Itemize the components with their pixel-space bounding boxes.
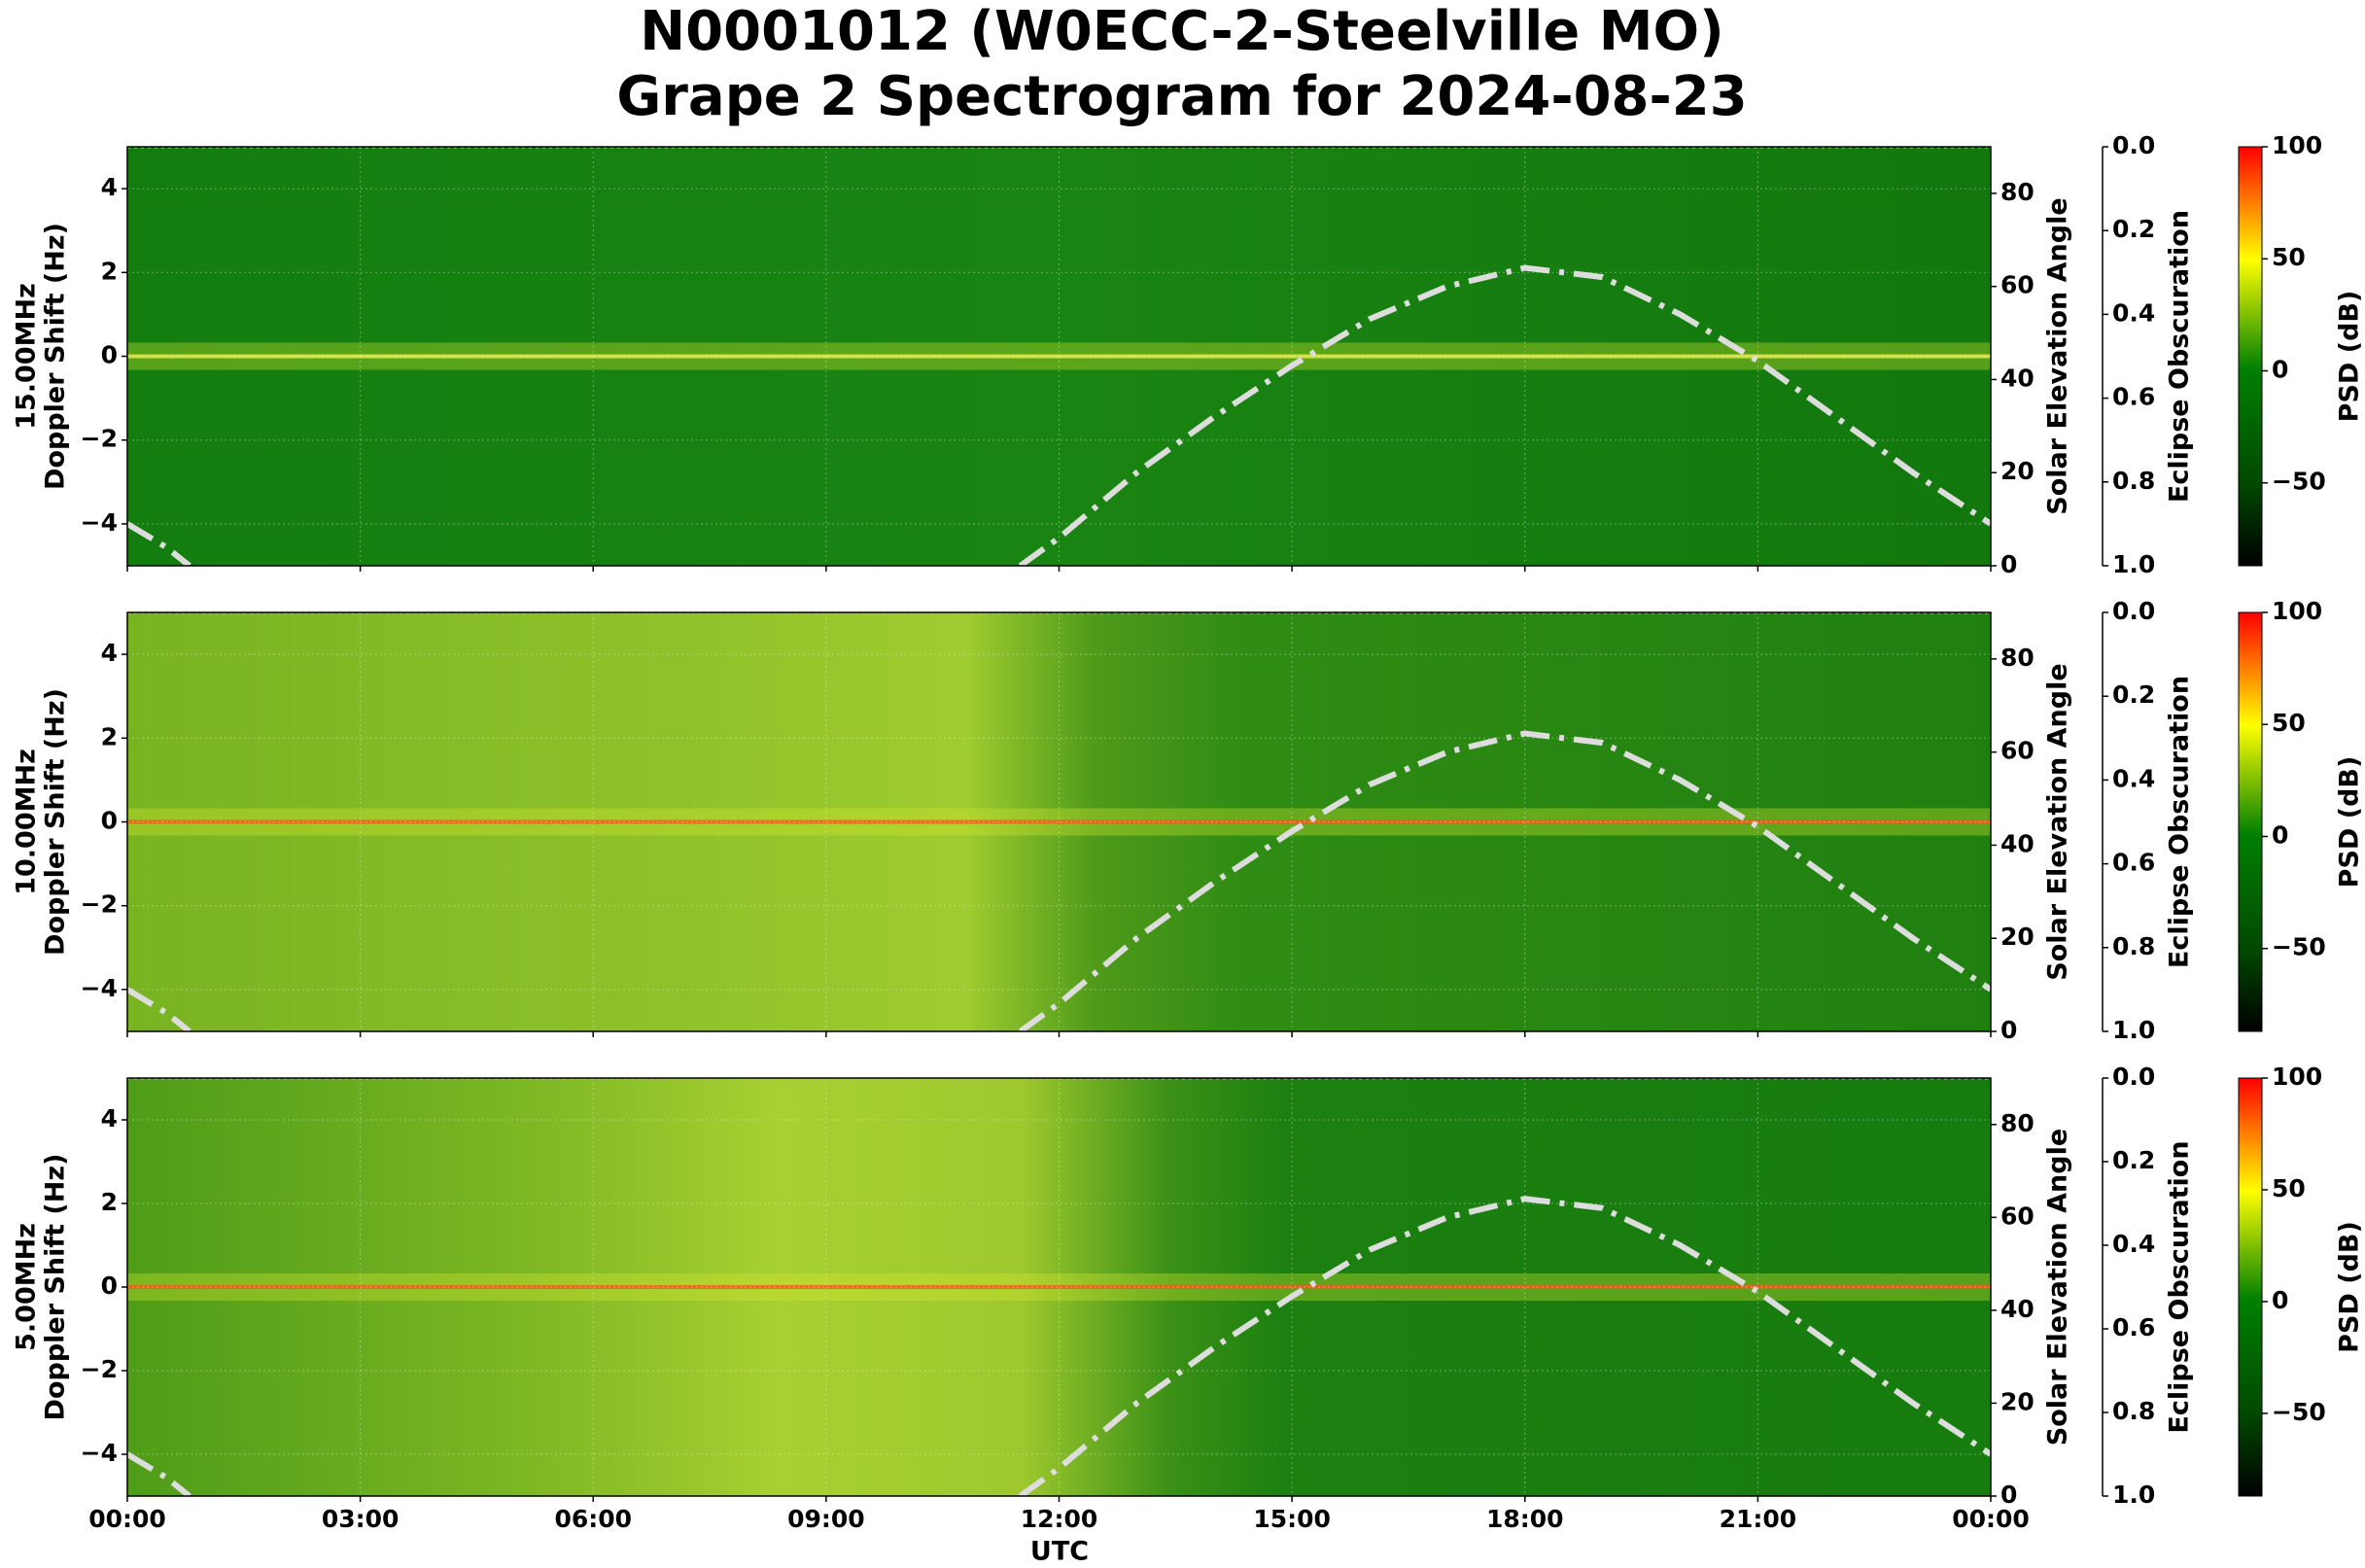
y2-axis-label: Solar Elevation Angle — [2043, 1129, 2073, 1446]
y-tick-label: 4 — [101, 639, 118, 667]
x-tick-label: 03:00 — [322, 1505, 400, 1533]
carrier-line — [127, 819, 1991, 824]
y-tick-label: 4 — [101, 173, 118, 201]
y2-axis-label: Solar Elevation Angle — [2043, 197, 2073, 514]
y3-tick-label: 0.0 — [2112, 597, 2155, 625]
x-tick-label: 00:00 — [1952, 1505, 2030, 1533]
y2-tick-label: 20 — [2000, 923, 2035, 951]
colorbar-tick-label: −50 — [2272, 468, 2326, 496]
y2-tick-label: 40 — [2000, 829, 2035, 857]
y3-tick-label: 0.6 — [2112, 383, 2155, 411]
colorbar-tick-label: −50 — [2272, 933, 2326, 961]
y3-tick-label: 0.2 — [2112, 1146, 2155, 1174]
y-tick-label: 2 — [101, 257, 118, 285]
y3-tick-label: 0.8 — [2112, 932, 2155, 960]
colorbar — [2238, 611, 2263, 1032]
y3-tick-label: 0.4 — [2112, 1230, 2155, 1258]
colorbar-tick-label: 100 — [2272, 131, 2322, 159]
y3-axis-label: Eclipse Obscuration — [2165, 1140, 2195, 1433]
x-tick-label: 18:00 — [1486, 1505, 1564, 1533]
y2-tick-label: 60 — [2000, 737, 2035, 765]
chart-title: N0001012 (W0ECC-2-Steelville MO) — [640, 0, 1723, 63]
colorbar-label: PSD (dB) — [2335, 291, 2365, 423]
x-tick-label: 09:00 — [787, 1505, 865, 1533]
y3-tick-label: 1.0 — [2112, 550, 2155, 578]
y2-tick-label: 0 — [2000, 1481, 2017, 1509]
y-tick-label: 0 — [101, 341, 118, 369]
y3-tick-label: 1.0 — [2112, 1016, 2155, 1044]
colorbar-tick-label: 0 — [2272, 355, 2288, 383]
x-tick-label: 00:00 — [88, 1505, 166, 1533]
y2-tick-label: 80 — [2000, 178, 2035, 206]
colorbar-tick-label: 50 — [2272, 1174, 2306, 1202]
y2-axis-label: Solar Elevation Angle — [2043, 663, 2073, 980]
y-axis-label: Doppler Shift (Hz) — [41, 1154, 71, 1421]
y-tick-label: −4 — [81, 974, 118, 1002]
y3-tick-label: 0.4 — [2112, 764, 2155, 792]
y3-tick-label: 0.8 — [2112, 1397, 2155, 1425]
y-tick-label: −2 — [81, 890, 118, 919]
y-tick-label: 4 — [101, 1104, 118, 1132]
y2-tick-label: 40 — [2000, 364, 2035, 392]
colorbar — [2238, 1077, 2263, 1497]
y2-tick-label: 0 — [2000, 1016, 2017, 1044]
y3-tick-label: 0.8 — [2112, 467, 2155, 495]
colorbar-tick-label: 50 — [2272, 243, 2306, 271]
y3-tick-label: 1.0 — [2112, 1481, 2155, 1509]
y3-axis-label: Eclipse Obscuration — [2165, 676, 2195, 968]
y3-axis-label: Eclipse Obscuration — [2165, 210, 2195, 503]
y3-tick-label: 0.0 — [2112, 131, 2155, 159]
y2-tick-label: 60 — [2000, 1202, 2035, 1230]
y2-tick-label: 20 — [2000, 457, 2035, 485]
colorbar-label: PSD (dB) — [2335, 756, 2365, 889]
y-tick-label: 2 — [101, 722, 118, 750]
y-axis-label: Doppler Shift (Hz) — [41, 688, 71, 956]
y2-tick-label: 20 — [2000, 1387, 2035, 1415]
y-axis-label: Doppler Shift (Hz) — [41, 223, 71, 490]
y3-tick-label: 0.2 — [2112, 215, 2155, 243]
y-tick-label: −4 — [81, 508, 118, 537]
y2-tick-label: 80 — [2000, 644, 2035, 672]
y-tick-label: 2 — [101, 1188, 118, 1216]
solar-elevation-line — [127, 730, 1991, 1031]
colorbar-label: PSD (dB) — [2335, 1221, 2365, 1353]
colorbar-tick-label: 50 — [2272, 709, 2306, 737]
solar-elevation-line — [127, 264, 1991, 566]
y3-tick-label: 0.6 — [2112, 1313, 2155, 1342]
x-tick-label: 06:00 — [554, 1505, 632, 1533]
colorbar-tick-label: 100 — [2272, 1063, 2322, 1091]
carrier-line — [127, 354, 1991, 359]
y-tick-label: −2 — [81, 1355, 118, 1383]
y-tick-label: 0 — [101, 1272, 118, 1300]
colorbar-tick-label: −50 — [2272, 1398, 2326, 1426]
colorbar — [2238, 146, 2263, 567]
y2-tick-label: 60 — [2000, 271, 2035, 299]
x-tick-label: 12:00 — [1021, 1505, 1098, 1533]
y3-tick-label: 0.4 — [2112, 298, 2155, 327]
colorbar-tick-label: 0 — [2272, 820, 2288, 849]
x-tick-label: 21:00 — [1720, 1505, 1797, 1533]
y3-tick-label: 0.0 — [2112, 1063, 2155, 1091]
colorbar-tick-label: 100 — [2272, 597, 2322, 625]
carrier-line — [127, 1285, 1991, 1289]
y-axis-label: 10.00MHz — [12, 749, 42, 895]
chart-subtitle: Grape 2 Spectrogram for 2024-08-23 — [616, 65, 1747, 128]
y3-tick-label: 0.6 — [2112, 849, 2155, 877]
y3-tick-label: 0.2 — [2112, 680, 2155, 709]
x-tick-label: 15:00 — [1253, 1505, 1331, 1533]
x-axis-label: UTC — [1030, 1537, 1089, 1567]
y-tick-label: 0 — [101, 807, 118, 835]
y-axis-label: 5.00MHz — [12, 1223, 42, 1351]
y-tick-label: −2 — [81, 425, 118, 453]
colorbar-tick-label: 0 — [2272, 1286, 2288, 1314]
y2-tick-label: 0 — [2000, 550, 2017, 578]
y-tick-label: −4 — [81, 1439, 118, 1467]
solar-elevation-line — [127, 1196, 1991, 1496]
y2-tick-label: 40 — [2000, 1295, 2035, 1323]
y-axis-label: 15.00MHz — [12, 283, 42, 430]
y2-tick-label: 80 — [2000, 1109, 2035, 1137]
